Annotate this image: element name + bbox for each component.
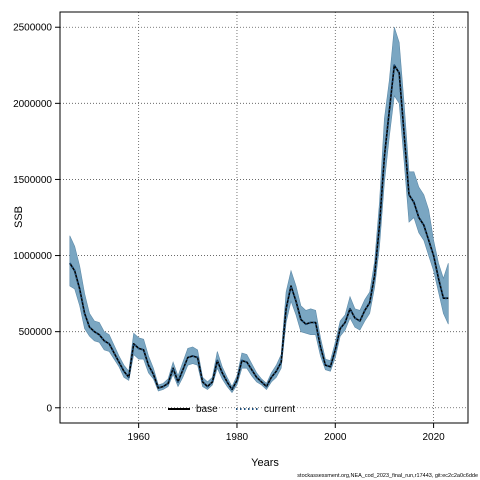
y-tick-label: 0 <box>46 403 52 414</box>
legend: base current <box>168 404 295 415</box>
x-tick-label: 2020 <box>422 432 445 443</box>
y-tick-label: 1000000 <box>13 251 52 262</box>
footer-note: stockassessment.org,NEA_cod_2023_final_r… <box>297 473 478 479</box>
legend-label-base: base <box>196 404 218 415</box>
y-axis: 0 500000 1000000 1500000 2000000 2500000 <box>13 23 60 414</box>
x-axis-title: Years <box>251 457 279 469</box>
y-axis-title: SSB <box>13 206 25 228</box>
series-line-current <box>68 64 449 391</box>
legend-label-current: current <box>264 404 295 415</box>
y-tick-label: 500000 <box>19 327 53 338</box>
x-axis: 1960 1980 2000 2020 <box>128 423 445 443</box>
x-tick-label: 2000 <box>324 432 347 443</box>
confidence-band <box>69 27 449 394</box>
y-tick-label: 2000000 <box>13 99 52 110</box>
x-tick-label: 1980 <box>226 432 249 443</box>
series-lines <box>68 64 449 391</box>
x-tick-label: 1960 <box>128 432 151 443</box>
plot-frame <box>59 11 469 424</box>
y-tick-label: 2500000 <box>13 23 52 34</box>
y-tick-label: 1500000 <box>13 175 52 186</box>
